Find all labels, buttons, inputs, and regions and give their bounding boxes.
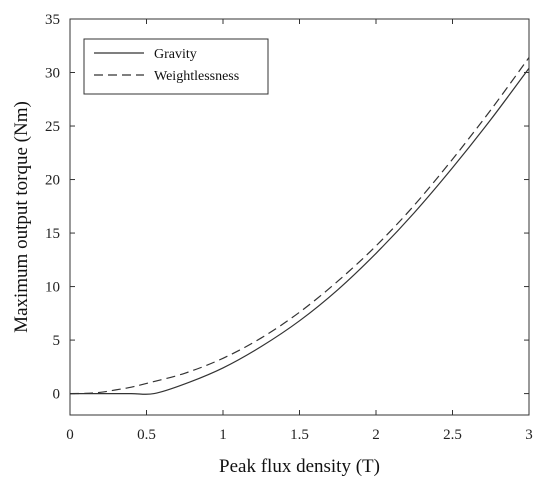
series-line-gravity [70, 67, 530, 395]
series-layer [69, 57, 530, 395]
legend-box [83, 38, 269, 95]
y-tick-label: 30 [45, 66, 60, 82]
y-tick-label: 20 [45, 173, 60, 189]
x-axis-label: Peak flux density (T) [219, 456, 380, 477]
x-tick-label: 3 [525, 427, 533, 443]
y-tick-label: 10 [45, 280, 60, 296]
legend-label-weightlessness: Weightlessness [154, 69, 239, 84]
legend-label-gravity: Gravity [154, 47, 197, 62]
series-line-weightlessness [69, 57, 530, 395]
y-tick-label: 15 [45, 226, 60, 242]
x-tick-label: 2.5 [443, 427, 462, 443]
x-tick-label: 0 [66, 427, 74, 443]
y-axis-label: Maximum output torque (Nm) [11, 101, 32, 333]
x-tick-label: 1 [219, 427, 227, 443]
x-tick-label: 1.5 [290, 427, 309, 443]
x-tick-label: 2 [372, 427, 380, 443]
legend: Gravity Weightlessness [83, 38, 269, 95]
y-tick-label: 0 [53, 387, 61, 403]
x-tick-label: 0.5 [137, 427, 156, 443]
y-tick-label: 5 [53, 333, 61, 349]
y-tick-label: 25 [45, 119, 60, 135]
y-tick-label: 35 [45, 12, 60, 28]
